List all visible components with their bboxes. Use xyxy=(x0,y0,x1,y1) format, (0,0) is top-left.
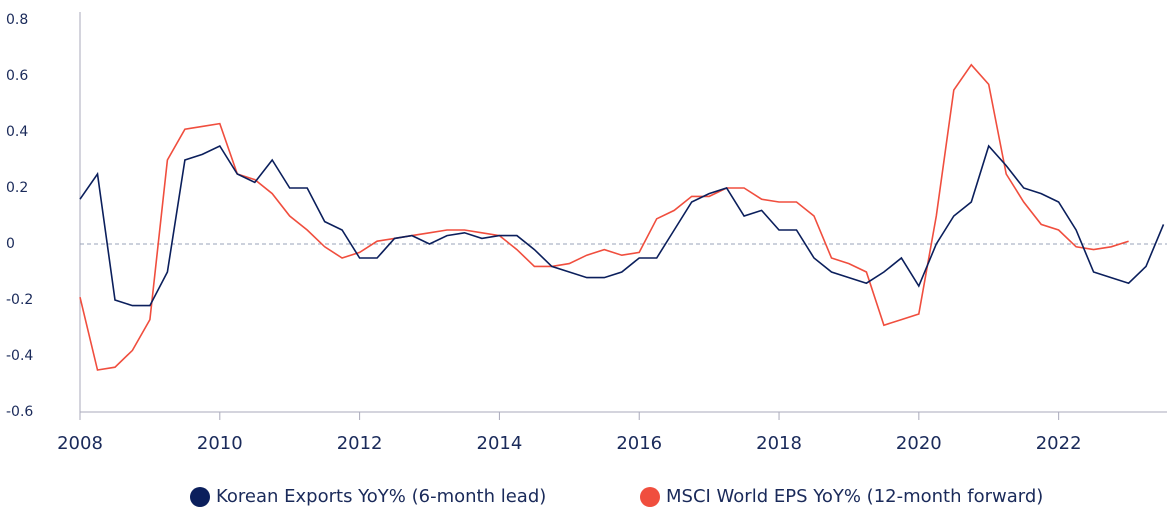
x-tick-label: 2014 xyxy=(477,433,523,454)
x-tick-label: 2008 xyxy=(57,433,103,454)
x-tick-label: 2022 xyxy=(1036,433,1082,454)
y-tick-label: -0.4 xyxy=(6,348,33,364)
series-line xyxy=(79,63,1129,371)
x-tick-label: 2020 xyxy=(896,433,942,454)
series-line xyxy=(79,144,1165,307)
y-tick-label: 0.4 xyxy=(6,124,28,140)
y-tick-label: 0 xyxy=(6,236,15,252)
legend-marker xyxy=(640,487,660,507)
legend-label: Korean Exports YoY% (6-month lead) xyxy=(216,486,546,507)
y-tick-label: 0.2 xyxy=(6,180,28,196)
legend-label: MSCI World EPS YoY% (12-month forward) xyxy=(666,486,1043,507)
y-tick-label: 0.6 xyxy=(6,68,28,84)
x-tick-label: 2012 xyxy=(337,433,383,454)
x-tick-label: 2010 xyxy=(197,433,243,454)
x-tick-label: 2016 xyxy=(616,433,662,454)
legend-marker xyxy=(190,487,210,507)
y-tick-label: -0.2 xyxy=(6,292,33,308)
y-tick-label: 0.8 xyxy=(6,12,28,28)
x-tick-label: 2018 xyxy=(756,433,802,454)
y-tick-label: -0.6 xyxy=(6,404,33,420)
